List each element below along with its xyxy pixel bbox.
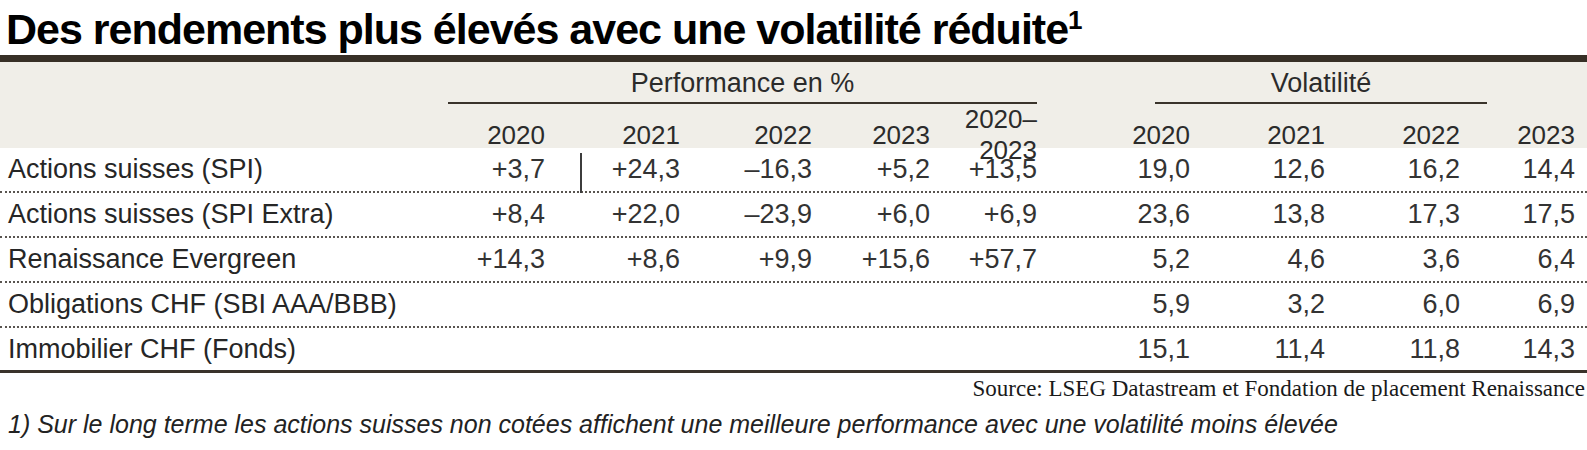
cell-perf: +9,9: [680, 244, 812, 275]
title-footnote-marker: 1: [1068, 5, 1081, 35]
cell-perf: +14,3: [440, 244, 545, 275]
table-row: Immobilier CHF (Fonds) 15,1 11,4 11,8 14…: [0, 328, 1587, 373]
group-header-volatility: Volatilité: [1155, 68, 1487, 104]
cell-perf: +15,6: [812, 244, 930, 275]
cell-perf: +5,2: [812, 154, 930, 185]
cell-vol: 6,4: [1460, 244, 1587, 275]
cell-vol: 4,6: [1190, 244, 1325, 275]
infographic-table-page: Des rendements plus élevés avec une vola…: [0, 0, 1587, 450]
source-attribution: Source: LSEG Datastream et Fondation de …: [0, 373, 1587, 403]
cell-vol: 19,0: [1037, 154, 1190, 185]
cell-perf: –16,3: [680, 154, 812, 185]
top-rule-divider: [0, 55, 1587, 62]
group-header-performance: Performance en %: [448, 68, 1037, 104]
row-label: Immobilier CHF (Fonds): [0, 334, 440, 365]
perf-year-2021: 2021: [545, 120, 680, 151]
row-label: Renaissance Evergreen: [0, 244, 440, 275]
cell-perf: +8,4: [440, 199, 545, 230]
cell-vol: 6,9: [1460, 289, 1587, 320]
cell-vol: 13,8: [1190, 199, 1325, 230]
vol-year-2020: 2020: [1037, 120, 1190, 151]
cell-vol: 17,3: [1325, 199, 1460, 230]
table-row: Actions suisses (SPI Extra) +8,4 +22,0 –…: [0, 193, 1587, 238]
perf-year-2022: 2022: [680, 120, 812, 151]
year-header-row: 2020 2021 2022 2023 2020–2023 2020 2021 …: [0, 104, 1587, 148]
cell-vol: 3,6: [1325, 244, 1460, 275]
cell-perf: –23,9: [680, 199, 812, 230]
table-row: Actions suisses (SPI) +3,7 +24,3 –16,3 +…: [0, 148, 1587, 193]
perf-year-2020: 2020: [440, 120, 545, 151]
cell-vol: 23,6: [1037, 199, 1190, 230]
row-label: Actions suisses (SPI): [0, 154, 440, 185]
text-cursor: [580, 153, 582, 193]
table-row: Obligations CHF (SBI AAA/BBB) 5,9 3,2 6,…: [0, 283, 1587, 328]
row-label: Actions suisses (SPI Extra): [0, 199, 440, 230]
cell-vol: 15,1: [1037, 334, 1190, 365]
cell-vol: 5,9: [1037, 289, 1190, 320]
cell-perf: +13,5: [930, 154, 1037, 185]
row-label: Obligations CHF (SBI AAA/BBB): [0, 289, 440, 320]
cell-perf: +24,3: [545, 154, 680, 185]
page-title: Des rendements plus élevés avec une vola…: [0, 0, 1587, 53]
cell-vol: 6,0: [1325, 289, 1460, 320]
table-row: Renaissance Evergreen +14,3 +8,6 +9,9 +1…: [0, 238, 1587, 283]
vol-year-2022: 2022: [1325, 120, 1460, 151]
vol-year-2021: 2021: [1190, 120, 1325, 151]
cell-vol: 12,6: [1190, 154, 1325, 185]
cell-perf: +6,0: [812, 199, 930, 230]
vol-year-2023: 2023: [1460, 120, 1587, 151]
cell-vol: 14,3: [1460, 334, 1587, 365]
cell-vol: 11,8: [1325, 334, 1460, 365]
cell-perf: +57,7: [930, 244, 1037, 275]
cell-vol: 5,2: [1037, 244, 1190, 275]
table-header: Performance en % Volatilité 2020 2021 20…: [0, 62, 1587, 148]
cell-perf: +3,7: [440, 154, 545, 185]
footnote-text: 1) Sur le long terme les actions suisses…: [0, 403, 1587, 439]
cell-perf: +6,9: [930, 199, 1037, 230]
column-group-row: Performance en % Volatilité: [0, 62, 1587, 104]
page-title-text: Des rendements plus élevés avec une vola…: [6, 5, 1068, 53]
cell-perf: +22,0: [545, 199, 680, 230]
cell-vol: 11,4: [1190, 334, 1325, 365]
cell-vol: 17,5: [1460, 199, 1587, 230]
perf-year-2023: 2023: [812, 120, 930, 151]
cell-perf: +8,6: [545, 244, 680, 275]
cell-vol: 16,2: [1325, 154, 1460, 185]
cell-vol: 14,4: [1460, 154, 1587, 185]
cell-vol: 3,2: [1190, 289, 1325, 320]
